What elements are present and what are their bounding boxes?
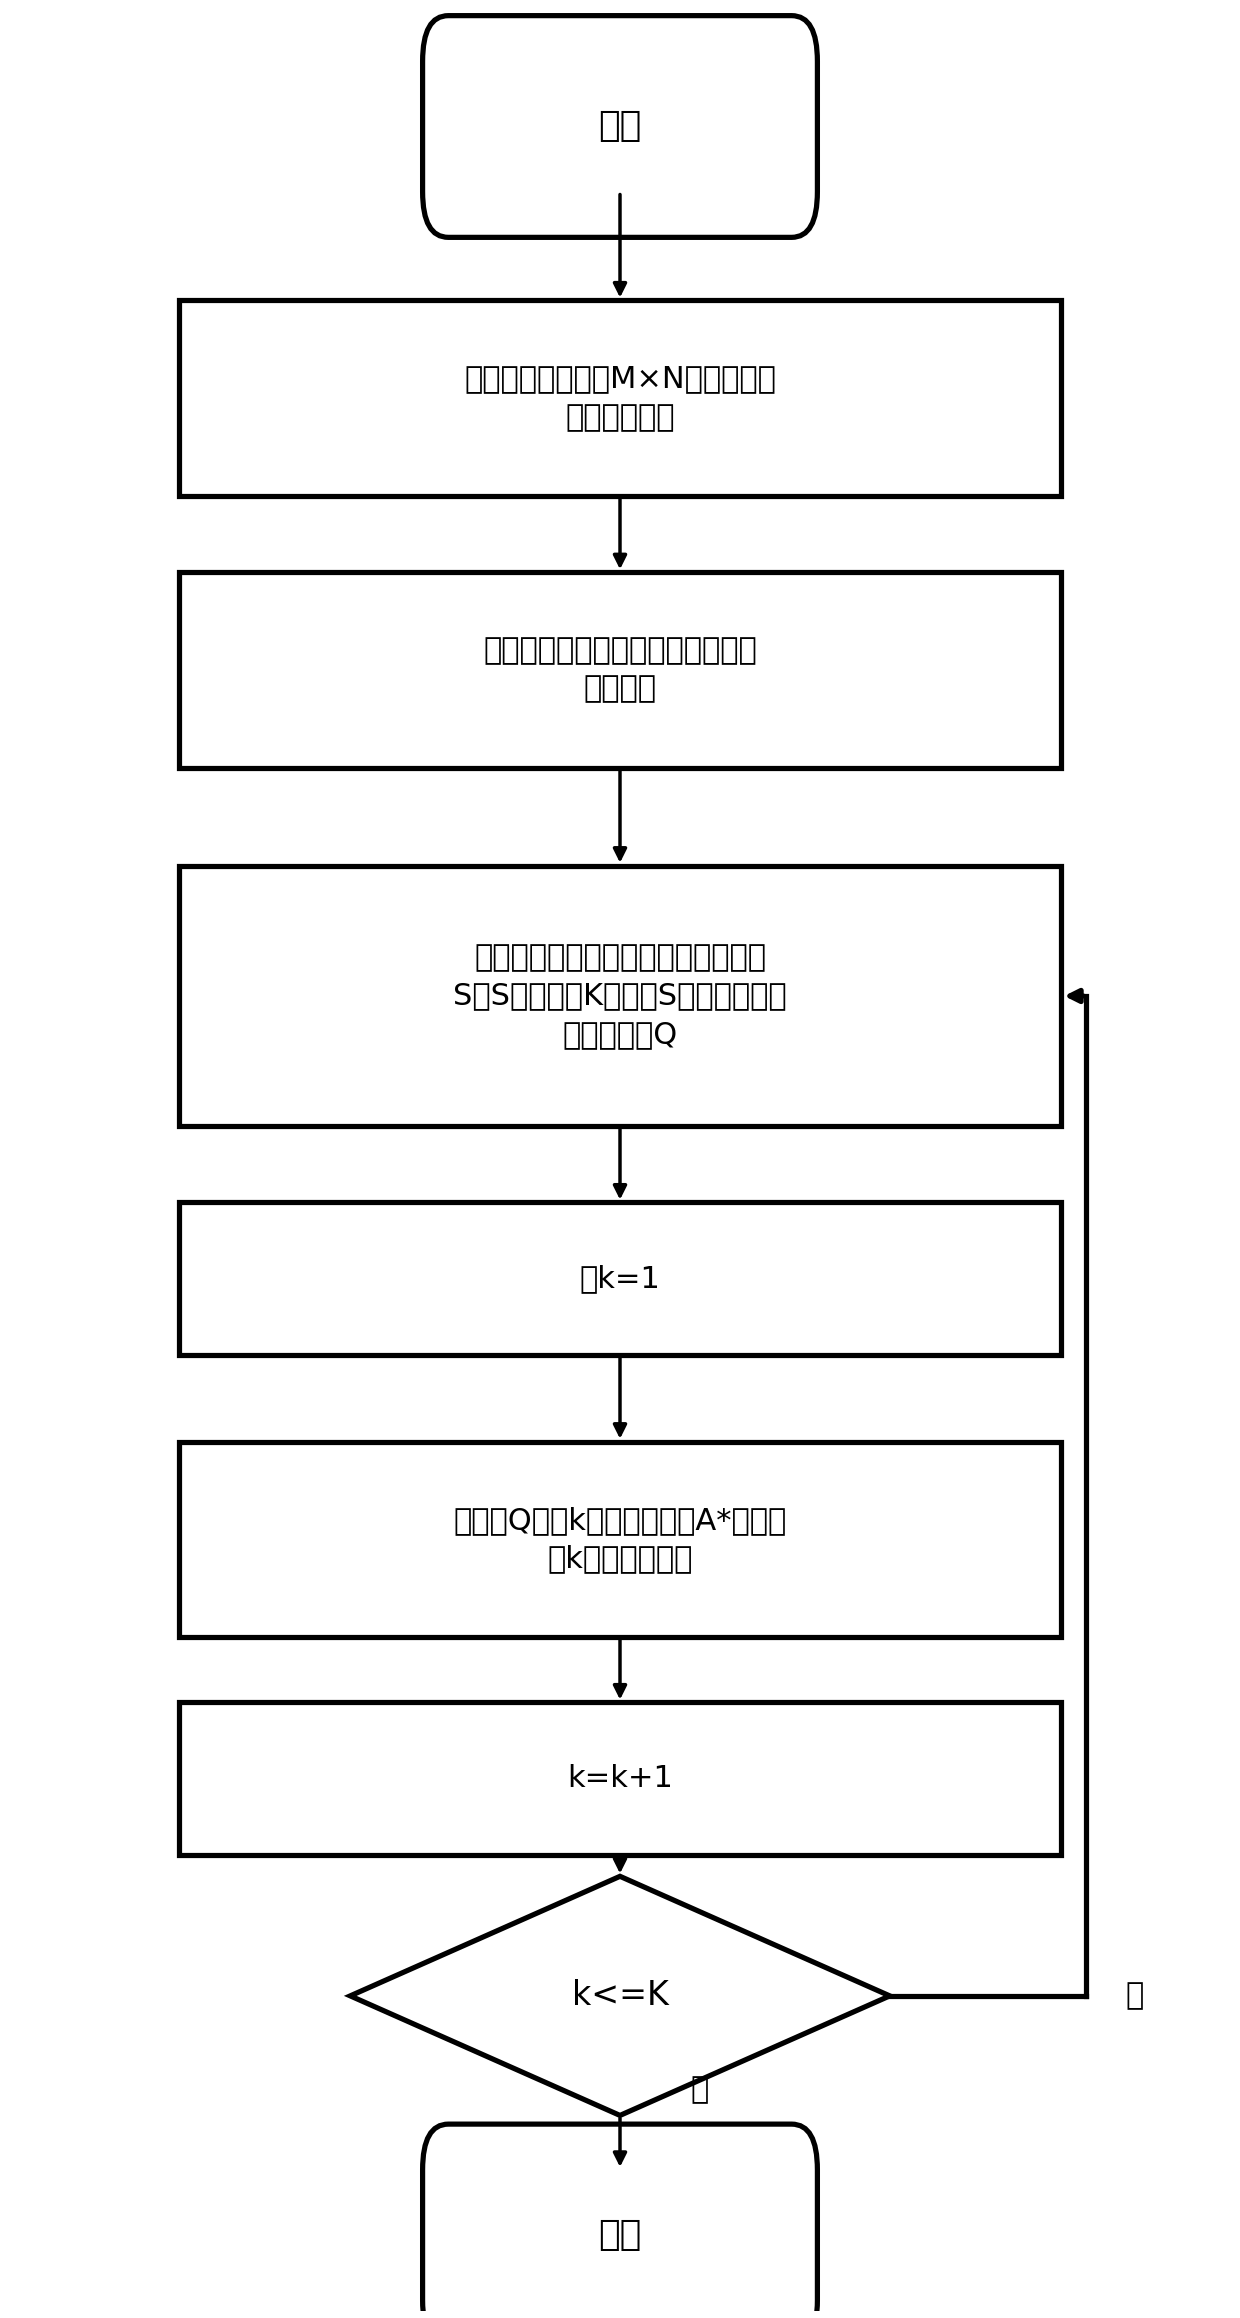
Bar <box>179 1203 1061 1354</box>
FancyBboxPatch shape <box>423 2123 817 2318</box>
Bar <box>179 1442 1061 1637</box>
Text: 是: 是 <box>1126 1982 1145 2010</box>
Text: 否: 否 <box>691 2075 709 2105</box>
Text: k=k+1: k=k+1 <box>567 1764 673 1794</box>
Text: k<=K: k<=K <box>572 1980 668 2012</box>
Bar <box>179 573 1061 767</box>
FancyBboxPatch shape <box>423 16 817 236</box>
Text: 开始: 开始 <box>599 109 641 144</box>
Text: 将分隔区域划分为M×N个大小相同
的正方形网格: 将分隔区域划分为M×N个大小相同 的正方形网格 <box>464 364 776 431</box>
Polygon shape <box>350 1875 890 2116</box>
Text: 利用无向图对分隔区域的拓扑结构
进行建模: 利用无向图对分隔区域的拓扑结构 进行建模 <box>484 637 756 705</box>
Text: 令k=1: 令k=1 <box>579 1263 661 1293</box>
Text: 取序列Q的第k个元素，利用A*算法求
第k个元素的路径: 取序列Q的第k个元素，利用A*算法求 第k个元素的路径 <box>454 1507 786 1574</box>
Bar <box>179 865 1061 1127</box>
Bar <box>179 1701 1061 1854</box>
Text: 结束: 结束 <box>599 2218 641 2253</box>
Text: 将隔断方案表示成无向图的边的集合
S，S的大小为K，并对S中的边进行排
序到得序列Q: 将隔断方案表示成无向图的边的集合 S，S的大小为K，并对S中的边进行排 序到得序… <box>453 943 787 1048</box>
Bar <box>179 301 1061 496</box>
